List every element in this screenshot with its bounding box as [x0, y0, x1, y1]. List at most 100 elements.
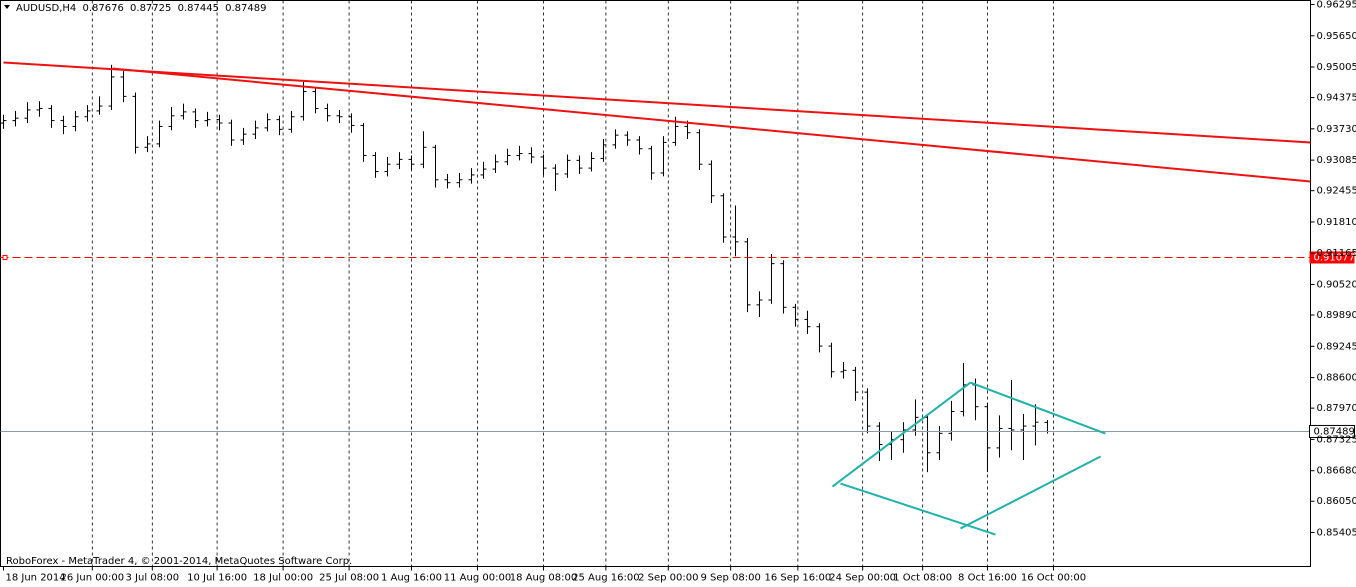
y-tick-label: 0.95650: [1317, 31, 1356, 42]
x-tick-label: 18 Aug 08:00: [510, 573, 577, 584]
ohlc-bar: [480, 161, 487, 179]
ohlc-bar: [984, 402, 991, 473]
ohlc-bar: [504, 148, 511, 166]
ohlc-bar: [396, 152, 403, 170]
ohlc-bar: [48, 105, 55, 128]
y-tick-label: 0.90520: [1317, 279, 1356, 290]
ohlc-bar: [348, 113, 355, 133]
ohlc-bar: [156, 120, 163, 148]
ohlc-bar: [144, 136, 151, 153]
ohlc-bar: [24, 102, 31, 124]
ohlc-bar: [552, 164, 559, 191]
level-marker: [2, 254, 8, 260]
ohlc-bar: [732, 205, 739, 257]
y-tick-label: 0.91810: [1317, 217, 1356, 228]
ohlc-bar: [492, 154, 499, 173]
ohlc-bar: [612, 129, 619, 149]
y-tick-label: 0.88600: [1317, 373, 1356, 384]
x-tick-label: 18 Jun 2014: [5, 573, 65, 584]
bars: [0, 64, 1051, 473]
x-tick-label: 25 Jul 08:00: [319, 573, 379, 584]
ohlc-bar: [96, 96, 103, 115]
ohlc-bar: [468, 168, 475, 184]
symbol: AUDUSD,H4: [16, 3, 76, 14]
ohlc-bar: [204, 111, 211, 127]
ohlc-bar: [180, 103, 187, 120]
y-tick-label: 0.89890: [1317, 310, 1356, 321]
x-tick-label: 1 Oct 08:00: [893, 573, 952, 584]
x-tick-label: 26 Jun 00:00: [61, 573, 125, 584]
y-tick-label: 0.94375: [1317, 93, 1356, 104]
ohlc-bar: [516, 145, 523, 161]
y-tick-label: 0.87325: [1317, 434, 1356, 445]
price-label: 0.87489: [1314, 426, 1355, 437]
ohlc-bar: [912, 399, 919, 436]
ohlc-bar: [72, 110, 79, 132]
ohlc-bar: [276, 115, 283, 136]
price-label-bg: [1309, 424, 1355, 438]
y-tick-label: 0.85405: [1317, 528, 1356, 539]
ohlc-bar: [228, 119, 235, 146]
ohlc-bar: [420, 131, 427, 169]
ohlc-bar: [792, 303, 799, 327]
ohlc-bar: [408, 155, 415, 171]
ohlc-bar: [588, 152, 595, 172]
ohlc-bar: [192, 108, 199, 128]
level-label: 0.91077: [1314, 252, 1355, 263]
x-tick-label: 8 Oct 16:00: [958, 573, 1017, 584]
trend-line: [112, 67, 1311, 183]
ohlc-bar: [768, 253, 775, 304]
ohlc-bar: [876, 422, 883, 461]
y-tick-label: 0.95005: [1317, 62, 1356, 73]
y-tick-label: 0.92455: [1317, 186, 1356, 197]
ohlc-bar: [240, 127, 247, 145]
ohlc-bar: [540, 154, 547, 175]
x-tick-label: 1 Aug 16:00: [381, 573, 442, 584]
ohlc-bar: [312, 87, 319, 114]
ohlc-bar: [60, 115, 67, 135]
ohlc-bar: [696, 129, 703, 171]
plot-frame: [0, 0, 1311, 567]
ohlc-bar: [852, 366, 859, 401]
header-close: 0.87489: [225, 3, 266, 14]
ohlc-bar: [168, 107, 175, 131]
ohlc-bar: [432, 144, 439, 188]
ohlc-bar: [828, 342, 835, 378]
ohlc-bar: [132, 92, 139, 154]
y-tick-label: 0.96295: [1317, 0, 1356, 10]
ohlc-bar: [720, 193, 727, 243]
ohlc-bar: [744, 237, 751, 313]
x-tick-label: 2 Sep 00:00: [638, 573, 698, 584]
ohlc-bar: [564, 154, 571, 178]
x-tick-label: 11 Aug 00:00: [444, 573, 511, 584]
ohlc-bar: [336, 109, 343, 124]
ohlc-bar: [576, 155, 583, 174]
header: AUDUSD,H4 0.87676 0.87725 0.87445 0.8748…: [16, 3, 266, 14]
trend-line: [840, 482, 996, 536]
trend-line: [960, 455, 1101, 530]
y-tick-label: 0.91165: [1317, 248, 1356, 259]
x-tick-label: 10 Jul 16:00: [187, 573, 247, 584]
y-tick-label: 0.89245: [1317, 341, 1356, 352]
ohlc-bar: [456, 172, 463, 188]
ohlc-bar: [324, 103, 331, 122]
x-tick-label: 18 Jul 00:00: [253, 573, 313, 584]
x-tick-label: 3 Jul 08:00: [125, 573, 179, 584]
x-tick-label: 16 Sep 16:00: [765, 573, 832, 584]
ohlc-bar: [648, 145, 655, 180]
ohlc-bar: [804, 310, 811, 334]
ohlc-bar: [840, 362, 847, 379]
menu-arrow[interactable]: [4, 5, 10, 9]
ohlc-bar: [12, 110, 19, 127]
ohlc-bar: [252, 120, 259, 140]
ohlc-bar: [636, 136, 643, 155]
y-tick-label: 0.86680: [1317, 466, 1356, 477]
ohlc-bar: [108, 64, 115, 110]
header-open: 0.87676: [82, 3, 123, 14]
ohlc-bar: [360, 123, 367, 162]
trend-line: [3, 61, 1311, 144]
ohlc-bar: [948, 400, 955, 441]
